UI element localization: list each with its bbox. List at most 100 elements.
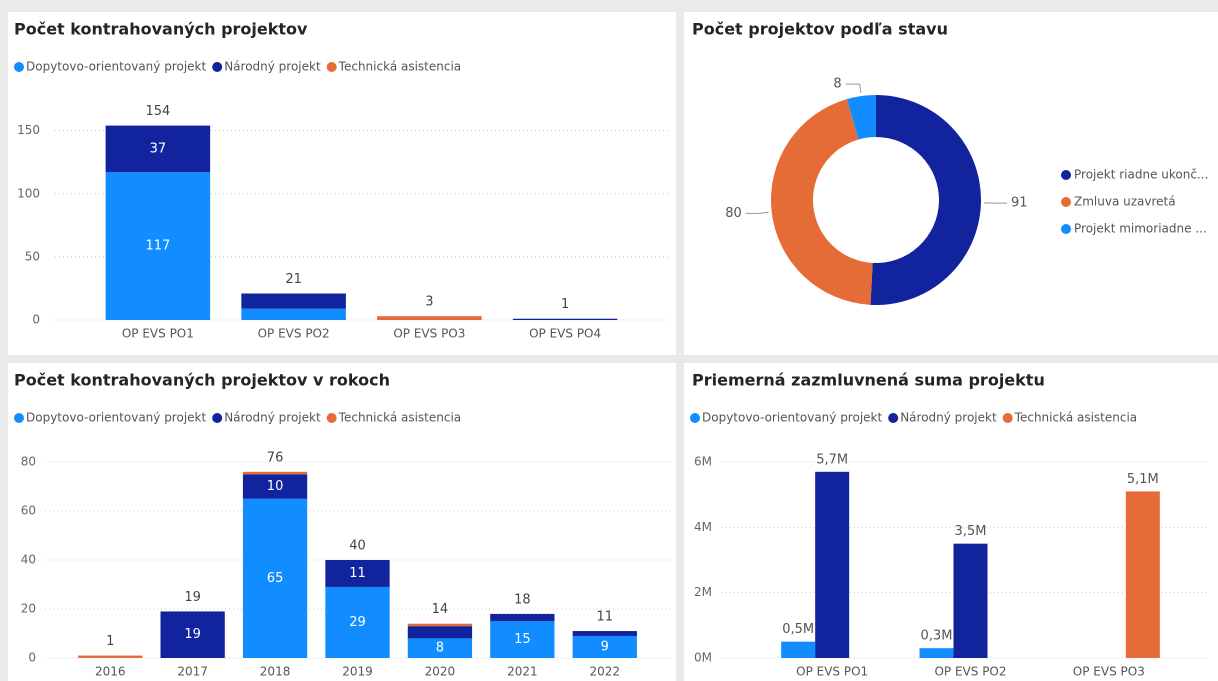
segment-label: 117 bbox=[145, 239, 170, 254]
data-label: 91 bbox=[1011, 196, 1028, 211]
value-label: 5,1M bbox=[1127, 472, 1159, 487]
legend-label: Národný projekt bbox=[224, 60, 321, 74]
legend-marker bbox=[1061, 170, 1071, 180]
legend-label: Technická asistencia bbox=[1014, 411, 1138, 425]
x-tick-label: OP EVS PO4 bbox=[529, 327, 601, 341]
bar-segment bbox=[242, 474, 308, 499]
bar bbox=[919, 648, 954, 658]
x-tick-label: OP EVS PO2 bbox=[934, 665, 1006, 679]
legend-marker bbox=[1002, 413, 1013, 423]
total-label: 18 bbox=[514, 592, 531, 607]
legend-label: Technická asistencia bbox=[338, 411, 462, 425]
bar-segment bbox=[572, 631, 637, 636]
value-label: 0,3M bbox=[921, 629, 953, 644]
legend-label: Národný projekt bbox=[224, 411, 321, 425]
x-tick-label: 2017 bbox=[177, 665, 208, 679]
x-tick-label: 2021 bbox=[507, 665, 538, 679]
chart-title: Počet kontrahovaných projektov bbox=[14, 20, 308, 39]
legend-label: Národný projekt bbox=[900, 411, 997, 425]
y-tick-label: 40 bbox=[21, 553, 36, 567]
y-tick-label: 100 bbox=[17, 186, 40, 200]
bar bbox=[815, 471, 850, 658]
legend-marker bbox=[690, 413, 700, 423]
legend-marker bbox=[212, 62, 223, 72]
bar-segment bbox=[78, 655, 143, 658]
segment-label: 9 bbox=[601, 639, 609, 654]
bar-segment bbox=[407, 626, 473, 639]
bar-segment bbox=[105, 125, 211, 173]
bar-segment bbox=[325, 586, 390, 658]
total-label: 1 bbox=[561, 297, 569, 312]
bar bbox=[1125, 491, 1160, 658]
segment-label: 8 bbox=[436, 641, 444, 656]
x-tick-label: 2019 bbox=[342, 665, 373, 679]
x-tick-label: 2020 bbox=[425, 665, 456, 679]
bar-segment bbox=[572, 635, 637, 658]
y-tick-label: 20 bbox=[21, 602, 36, 616]
bar-segment bbox=[407, 638, 473, 658]
y-tick-label: 150 bbox=[17, 123, 40, 137]
data-label: 80 bbox=[725, 206, 742, 221]
segment-label: 29 bbox=[349, 615, 366, 630]
segment-label: 10 bbox=[267, 479, 284, 494]
data-label: 8 bbox=[833, 77, 841, 92]
legend-marker bbox=[1061, 224, 1071, 234]
total-label: 3 bbox=[425, 295, 433, 310]
y-tick-label: 0 bbox=[32, 313, 40, 327]
total-label: 76 bbox=[267, 450, 284, 465]
x-tick-label: 2018 bbox=[260, 665, 291, 679]
bar-segment bbox=[242, 498, 308, 658]
x-tick-label: 2016 bbox=[95, 665, 126, 679]
x-tick-label: OP EVS PO3 bbox=[1073, 665, 1145, 679]
x-tick-label: OP EVS PO3 bbox=[393, 327, 465, 341]
bar-segment bbox=[242, 471, 308, 475]
segment-label: 15 bbox=[514, 632, 531, 647]
donut-slice bbox=[770, 99, 873, 305]
legend-marker bbox=[1061, 197, 1071, 207]
leader-line bbox=[845, 83, 862, 94]
leader-line bbox=[745, 211, 769, 214]
chart-title: Počet kontrahovaných projektov v rokoch bbox=[14, 371, 390, 390]
y-tick-label: 0 bbox=[28, 651, 36, 665]
total-label: 40 bbox=[349, 539, 366, 554]
total-label: 1 bbox=[106, 634, 114, 649]
total-label: 21 bbox=[285, 272, 302, 287]
bar-segment bbox=[407, 623, 473, 627]
bar-segment bbox=[160, 611, 225, 658]
legend-label: Dopytovo-orientovaný projekt bbox=[26, 60, 206, 74]
segment-label: 37 bbox=[150, 141, 167, 156]
chart-title: Počet projektov podľa stavu bbox=[692, 20, 948, 39]
bar-segment bbox=[490, 613, 555, 622]
x-tick-label: OP EVS PO2 bbox=[258, 327, 330, 341]
donut-slice bbox=[870, 95, 981, 305]
y-tick-label: 6M bbox=[694, 455, 712, 469]
legend-marker bbox=[326, 413, 337, 423]
legend-marker bbox=[212, 413, 223, 423]
legend-label: Dopytovo-orientovaný projekt bbox=[26, 411, 206, 425]
x-tick-label: OP EVS PO1 bbox=[122, 327, 194, 341]
y-tick-label: 2M bbox=[694, 585, 712, 599]
segment-label: 65 bbox=[267, 571, 284, 586]
y-tick-label: 4M bbox=[694, 520, 712, 534]
legend-label: Projekt riadne ukonč... bbox=[1074, 168, 1208, 182]
donut-slice bbox=[846, 95, 876, 140]
legend-marker bbox=[14, 413, 24, 423]
value-label: 0,5M bbox=[782, 622, 814, 637]
bar bbox=[953, 543, 988, 658]
y-tick-label: 60 bbox=[21, 504, 36, 518]
bar-segment bbox=[512, 318, 618, 320]
total-label: 19 bbox=[184, 590, 201, 605]
legend-label: Zmluva uzavretá bbox=[1074, 195, 1176, 209]
total-label: 11 bbox=[597, 610, 614, 625]
y-tick-label: 0M bbox=[694, 651, 712, 665]
x-tick-label: 2022 bbox=[590, 665, 621, 679]
bar-segment bbox=[490, 621, 555, 658]
segment-label: 19 bbox=[184, 627, 201, 642]
bar-segment bbox=[377, 316, 482, 320]
legend-marker bbox=[14, 62, 24, 72]
value-label: 3,5M bbox=[955, 524, 987, 539]
total-label: 154 bbox=[145, 104, 170, 119]
legend-marker bbox=[326, 62, 337, 72]
bar-segment bbox=[325, 560, 390, 587]
x-tick-label: OP EVS PO1 bbox=[796, 665, 868, 679]
